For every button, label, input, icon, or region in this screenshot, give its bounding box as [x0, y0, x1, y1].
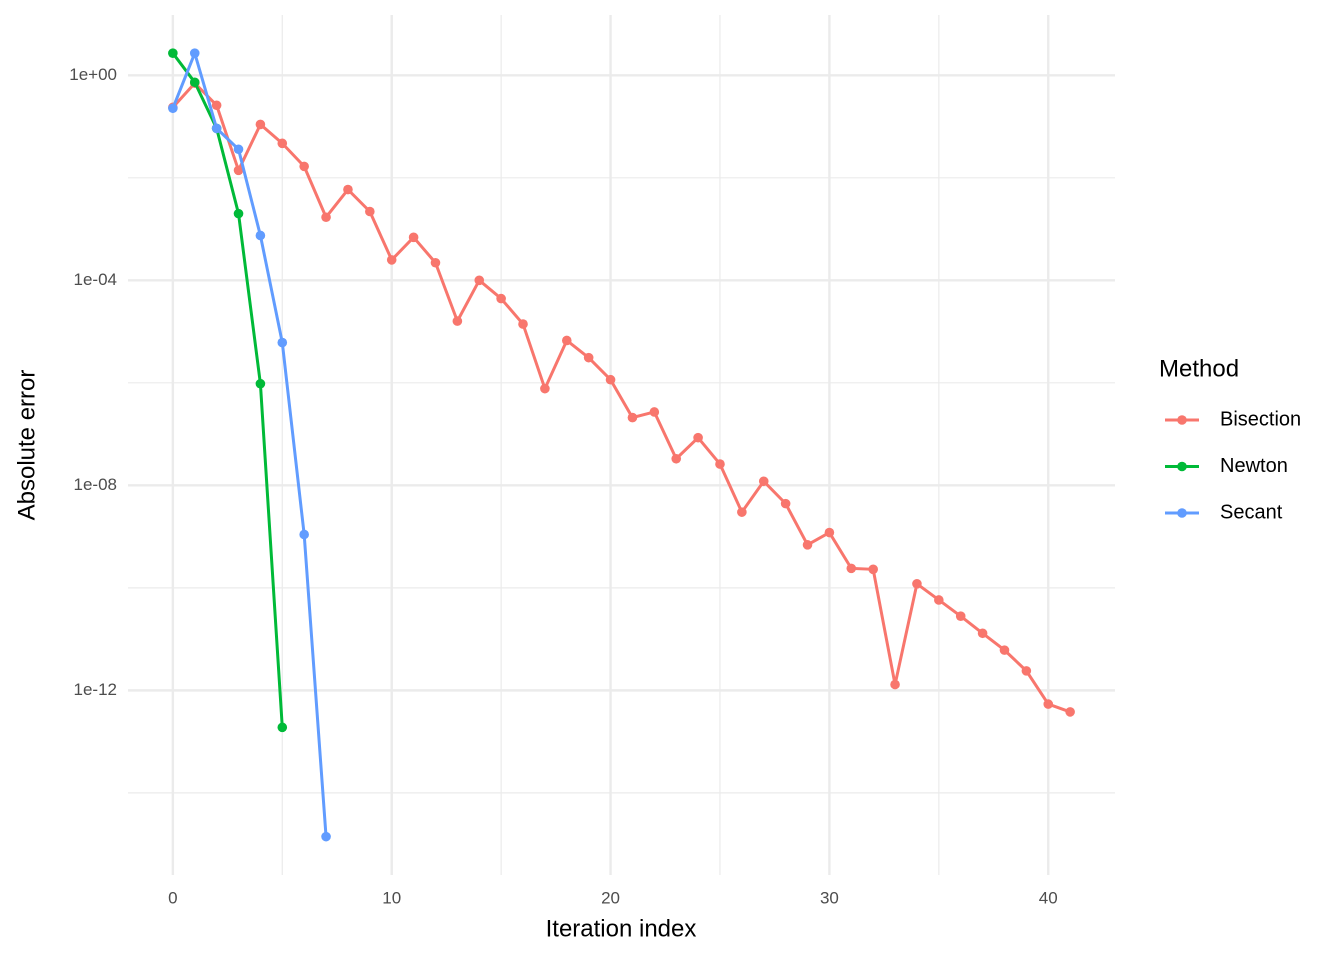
data-point: [890, 679, 900, 690]
data-point: [408, 232, 419, 243]
data-point: [343, 184, 353, 195]
series-line: [171, 51, 328, 837]
data-point: [452, 316, 463, 326]
y-tick-label: 1e-04: [74, 270, 117, 289]
marks: [168, 48, 1075, 842]
data-point: [846, 563, 857, 574]
data-point: [255, 378, 266, 389]
data-point: [233, 208, 244, 219]
data-point: [233, 144, 244, 155]
legend-key-point: [1177, 461, 1187, 472]
data-point: [999, 645, 1010, 655]
data-point: [627, 412, 638, 423]
data-point: [824, 527, 835, 538]
data-point: [649, 407, 660, 417]
data-point: [211, 100, 222, 111]
legend-label: Secant: [1220, 501, 1283, 523]
data-point: [255, 119, 266, 130]
data-point: [277, 337, 288, 348]
data-point: [758, 476, 769, 487]
grid: [128, 15, 1115, 875]
data-point: [474, 275, 485, 286]
data-point: [277, 138, 288, 149]
y-tick-label: 1e+00: [69, 65, 117, 84]
y-tick-label: 1e-12: [74, 680, 117, 699]
y-axis-title: Absolute error: [13, 370, 40, 521]
legend-label: Bisection: [1220, 408, 1301, 430]
data-point: [802, 540, 813, 550]
data-point: [299, 161, 309, 172]
data-point: [321, 831, 331, 842]
legend-label: Newton: [1220, 455, 1288, 477]
data-point: [299, 529, 309, 540]
data-point: [605, 374, 616, 385]
data-point: [955, 611, 966, 621]
data-point: [693, 432, 703, 443]
data-point: [496, 293, 506, 304]
data-point: [561, 335, 572, 346]
x-axis-title: Iteration index: [546, 915, 697, 942]
data-point: [934, 595, 944, 605]
data-point: [1043, 699, 1054, 709]
data-point: [715, 459, 725, 469]
x-tick-label: 30: [820, 888, 839, 907]
data-point: [211, 123, 222, 134]
data-point: [671, 453, 682, 464]
data-point: [189, 77, 200, 88]
data-point: [540, 383, 550, 394]
data-point: [737, 507, 747, 517]
legend-key-point: [1177, 415, 1187, 425]
legend-title: Method: [1159, 355, 1239, 382]
x-tick-label: 20: [601, 888, 620, 907]
legend-key-point: [1177, 508, 1187, 518]
data-point: [189, 48, 200, 58]
data-point: [321, 212, 331, 223]
data-point: [365, 206, 375, 217]
data-point: [168, 48, 178, 58]
x-tick-label: 40: [1039, 888, 1058, 907]
data-point: [168, 103, 178, 114]
data-point: [977, 628, 988, 639]
data-point: [868, 564, 878, 575]
data-point: [780, 498, 791, 509]
data-point: [1065, 707, 1075, 717]
data-point: [386, 255, 397, 265]
series-line: [171, 52, 284, 728]
x-tick-label: 0: [168, 888, 177, 907]
data-point: [518, 319, 528, 329]
data-point: [233, 165, 244, 176]
data-point: [583, 352, 594, 363]
data-point: [277, 722, 288, 733]
y-tick-label: 1e-08: [74, 475, 117, 494]
data-point: [255, 230, 266, 241]
data-point: [912, 578, 922, 589]
data-point: [430, 257, 441, 268]
x-tick-label: 10: [382, 888, 401, 907]
data-point: [1021, 666, 1032, 676]
